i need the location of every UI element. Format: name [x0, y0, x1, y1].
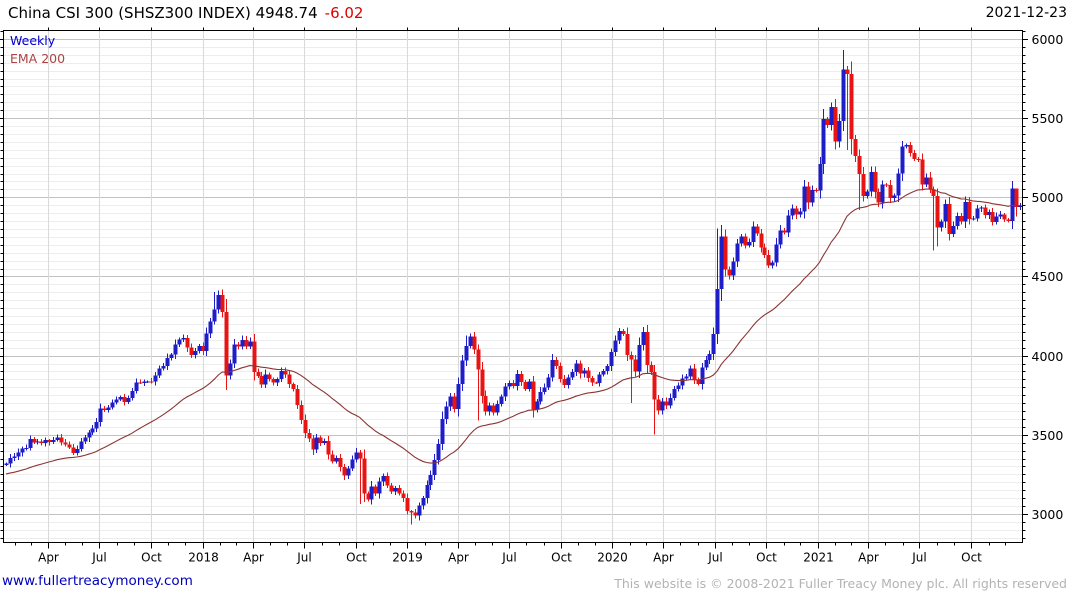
candles-layer [4, 49, 1023, 525]
x-axis-tick-label: Apr [38, 551, 59, 565]
x-axis-tick-label: Apr [653, 551, 674, 565]
legend-ema-200: EMA 200 [10, 51, 66, 66]
x-axis-tick-label: Oct [346, 551, 367, 565]
y-axis-tick-label: 5500 [1032, 111, 1064, 126]
x-axis-tick-label: 2021 [803, 551, 834, 565]
y-axis-tick-label: 4500 [1032, 269, 1064, 284]
x-axis-tick-label: Oct [756, 551, 777, 565]
x-axis-tick-label: Jul [91, 551, 106, 565]
y-axis-tick-label: 4000 [1032, 349, 1064, 364]
copyright-text: This website is © 2008-2021 Fuller Treac… [614, 576, 1067, 591]
x-axis-tick-label: Oct [141, 551, 162, 565]
ema-line [5, 188, 1020, 475]
y-axis-tick-label: 5000 [1032, 190, 1064, 205]
x-axis-tick-label: Oct [961, 551, 982, 565]
x-axis-tick-label: Jul [296, 551, 311, 565]
axis-labels: 3000 3500 4000 4500 5000 5500 6000 Apr Jul Oct 201… [38, 32, 1063, 565]
chart-date: 2021-12-23 [985, 5, 1067, 21]
legend-weekly: Weekly [10, 33, 56, 48]
y-axis-tick-label: 3000 [1032, 507, 1064, 522]
chart-legend: Weekly EMA 200 [10, 32, 65, 68]
x-axis-tick-label: 2019 [392, 551, 423, 565]
x-axis-tick-label: 2018 [188, 551, 219, 565]
site-link[interactable]: www.fullertreacymoney.com [2, 573, 193, 589]
y-axis-tick-label: 3500 [1032, 428, 1064, 443]
x-axis-tick-label: Jul [911, 551, 926, 565]
plot-border [3, 30, 1023, 543]
x-axis-tick-label: Apr [858, 551, 879, 565]
x-axis-tick-label: 2020 [597, 551, 628, 565]
axes-layer [0, 27, 1028, 549]
x-axis-tick-label: Apr [243, 551, 264, 565]
instrument-title: China CSI 300 (SHSZ300 INDEX) 4948.74 [8, 4, 318, 22]
x-axis-tick-label: Jul [501, 551, 516, 565]
x-axis-tick-label: Oct [551, 551, 572, 565]
page-title: China CSI 300 (SHSZ300 INDEX) 4948.74 -6.… [8, 4, 363, 22]
price-change: -6.02 [324, 4, 364, 22]
ema-200-path [5, 188, 1020, 475]
x-axis-tick-label: Apr [448, 551, 469, 565]
x-axis-tick-label: Jul [707, 551, 722, 565]
grid-layer [3, 30, 1023, 543]
y-axis-tick-label: 6000 [1032, 32, 1064, 47]
